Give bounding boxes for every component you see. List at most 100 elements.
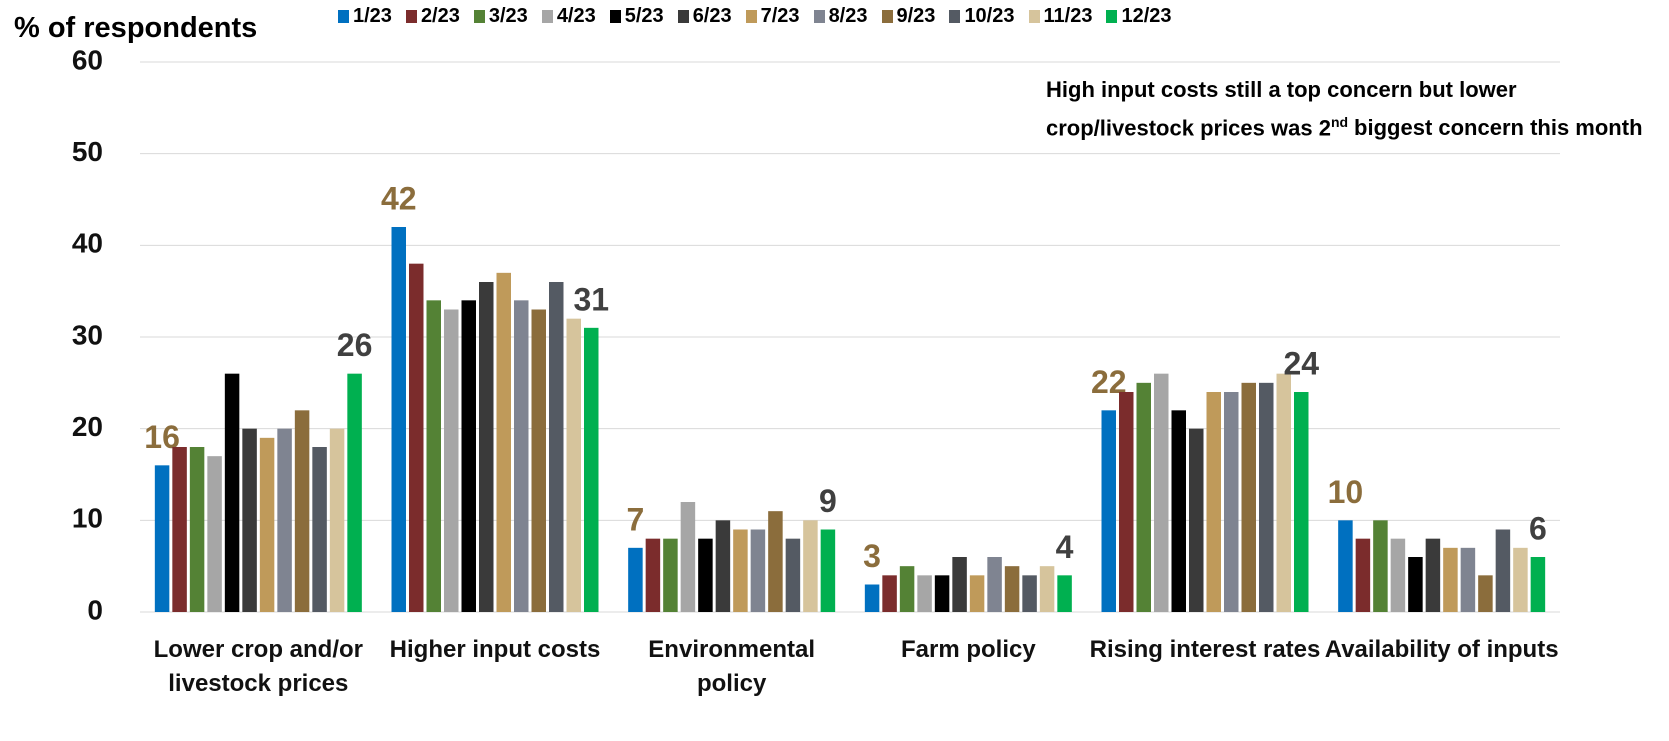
data-label: 3 (863, 538, 881, 574)
legend-swatch (1028, 10, 1040, 23)
bar (698, 538, 713, 612)
bar (207, 456, 222, 612)
legend-item: 7/23 (745, 5, 800, 28)
bar (969, 575, 985, 612)
bar (1057, 575, 1072, 612)
data-label: 31 (573, 281, 609, 317)
bar (1373, 520, 1388, 612)
data-label: 10 (1328, 474, 1364, 510)
bar (1224, 392, 1239, 612)
bar (1206, 392, 1221, 612)
x-tick-label: Availability of inputs (1324, 636, 1559, 663)
legend-item: 12/23 (1106, 5, 1172, 28)
bar (1119, 392, 1134, 612)
x-tick-label: Higher input costs (389, 636, 601, 663)
legend-swatch (405, 10, 417, 23)
bar (1101, 410, 1116, 612)
legend-label: 5/23 (624, 5, 664, 27)
legend-item: 1/23 (338, 5, 392, 28)
data-label: 7 (627, 501, 645, 537)
bar (1136, 382, 1151, 612)
legend-label: 9/23 (896, 5, 936, 27)
legend-swatch (677, 10, 689, 23)
legend-item: 8/23 (813, 5, 868, 28)
bar (1039, 566, 1055, 612)
bar (882, 575, 897, 612)
legend-label: 12/23 (1121, 5, 1172, 27)
legend-swatch (881, 10, 893, 23)
legend-label: 6/23 (692, 5, 732, 27)
bar (277, 428, 292, 612)
annotation-text: biggest concern this month (1354, 115, 1643, 141)
bar (1189, 428, 1204, 612)
y-tick-label: 10 (72, 503, 103, 534)
bar (224, 373, 240, 612)
data-label: 26 (337, 327, 373, 363)
bar (1390, 538, 1406, 612)
bar (426, 300, 441, 612)
y-tick-label: 20 (72, 411, 103, 442)
x-tick-label: Farm policy (900, 636, 1036, 663)
bar (715, 520, 731, 612)
legend-item: 3/23 (473, 5, 528, 28)
bar (1443, 547, 1458, 612)
bar (1338, 520, 1353, 612)
y-tick-label: 40 (72, 228, 103, 259)
legend-label: 3/23 (488, 5, 528, 27)
bar (768, 511, 783, 612)
legend-label: 1/23 (353, 5, 392, 27)
legend-item: 6/23 (677, 5, 732, 28)
legend-swatch (745, 10, 757, 23)
bar (514, 300, 529, 612)
bar (1495, 529, 1511, 612)
legend-swatch (813, 10, 825, 23)
bar (917, 575, 932, 612)
bar (1004, 566, 1020, 612)
y-tick-label: 0 (87, 594, 103, 625)
legend-label: 7/23 (760, 5, 800, 27)
annotation-superscript: nd (1330, 114, 1349, 130)
bar (803, 520, 818, 612)
legend-swatch (541, 10, 553, 23)
legend-swatch (609, 10, 621, 23)
bar (1460, 547, 1476, 612)
legend-label: 11/23 (1043, 5, 1093, 27)
x-tick-label: Environmental policy (648, 636, 815, 697)
data-label: 42 (381, 180, 417, 216)
bar (461, 300, 476, 612)
legend-item: 5/23 (609, 5, 664, 28)
bar (584, 327, 599, 612)
y-tick-label: 60 (72, 44, 103, 75)
y-tick-label: 50 (72, 136, 103, 167)
legend-label: 8/23 (828, 5, 868, 27)
legend: 1/23 2/23 3/23 4/23 5/23 6/23 7/23 8/23 9/23 10/2… (338, 5, 1172, 28)
bar (312, 447, 327, 612)
legend-swatch (949, 10, 961, 23)
bar (1408, 557, 1423, 612)
bar (1241, 382, 1256, 612)
legend-item: 4/23 (541, 5, 596, 28)
legend-item: 9/23 (881, 5, 936, 28)
bar (645, 538, 661, 612)
legend-swatch (473, 10, 485, 23)
bar (1259, 382, 1274, 612)
y-axis-label: % of respondents (14, 12, 258, 44)
bar (566, 318, 581, 612)
legend-item: 2/23 (405, 5, 460, 28)
bar (1154, 373, 1169, 612)
bar (899, 566, 915, 612)
annotation-text: High input costs still a top concern but… (1046, 77, 1517, 141)
data-label: 9 (819, 483, 837, 519)
bar (820, 529, 836, 612)
bar (409, 263, 424, 612)
bar (154, 465, 170, 612)
bar (1425, 538, 1441, 612)
bar (549, 282, 564, 612)
bar (1294, 392, 1309, 612)
annotation: High input costs still a top concern but… (1046, 74, 1666, 144)
bar (1022, 575, 1037, 612)
bar (391, 227, 406, 612)
bar (1276, 373, 1291, 612)
